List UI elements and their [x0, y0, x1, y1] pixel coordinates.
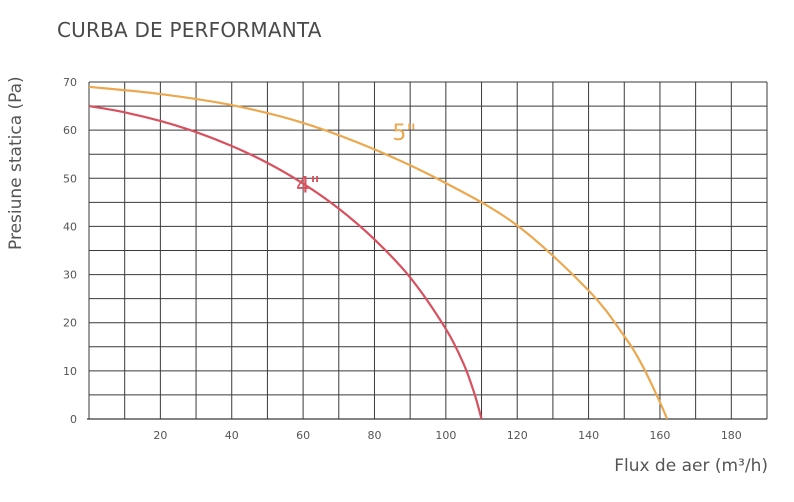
y-tick-label: 0: [70, 413, 77, 426]
grid: [87, 81, 768, 420]
y-tick-label: 60: [63, 124, 77, 137]
x-tick-label: 180: [721, 429, 742, 442]
x-tick-label: 40: [225, 429, 239, 442]
y-tick-label: 20: [63, 317, 77, 330]
x-tick-label: 60: [296, 429, 310, 442]
series-lines: [88, 85, 669, 420]
x-tick-label: 160: [649, 429, 670, 442]
chart-title: CURBA DE PERFORMANTA: [57, 18, 322, 42]
x-tick-label: 100: [435, 429, 456, 442]
series-label-2: 5": [392, 121, 416, 146]
series-line-1: [88, 104, 483, 420]
x-tick-label: 80: [367, 429, 381, 442]
x-axis-label: Flux de aer (m³/h): [614, 456, 768, 476]
y-tick-label: 40: [63, 220, 77, 233]
x-tick-label: 140: [578, 429, 599, 442]
x-tick-labels: 20 40 60 80 100 120 140 160 180: [153, 429, 741, 442]
series-line-2: [88, 85, 669, 420]
y-tick-label: 70: [63, 76, 77, 89]
y-tick-labels: 0 10 20 30 40 50 60 70: [63, 76, 77, 426]
y-tick-label: 30: [63, 269, 77, 282]
x-tick-label: 120: [507, 429, 528, 442]
x-tick-label: 20: [153, 429, 167, 442]
y-tick-label: 10: [63, 365, 77, 378]
series-labels: 4" 5": [296, 121, 416, 199]
y-tick-label: 50: [63, 172, 77, 185]
series-label-1: 4": [296, 174, 320, 199]
